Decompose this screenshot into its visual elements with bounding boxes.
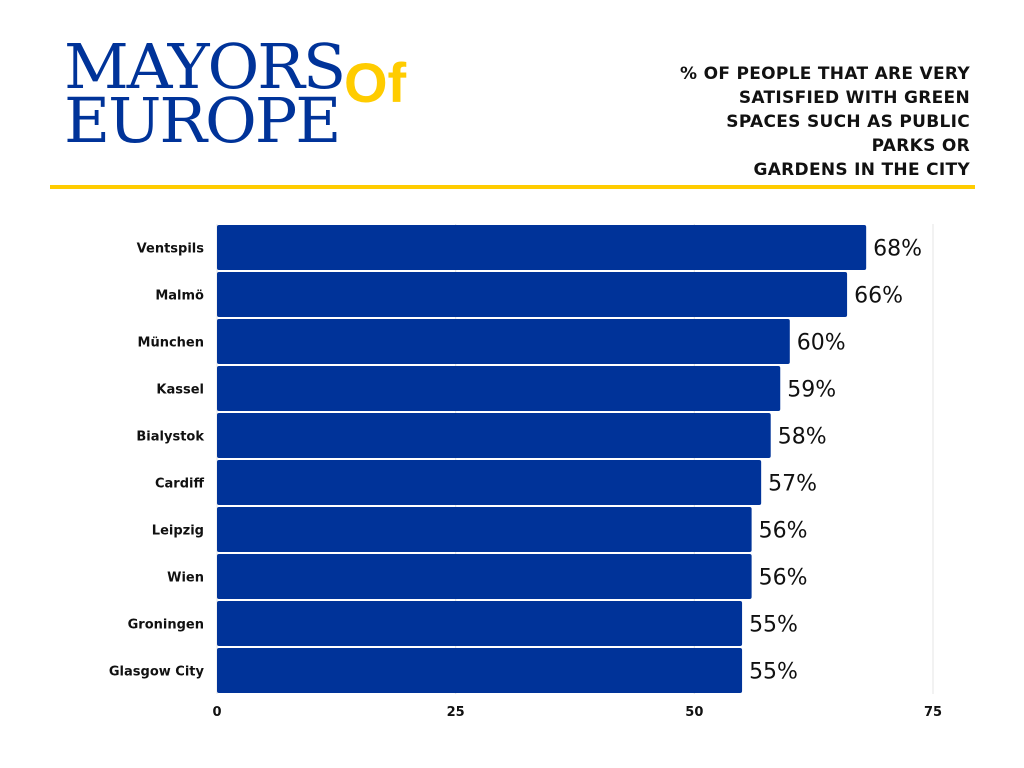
bar [217, 272, 848, 317]
category-label: Cardiff [155, 477, 204, 492]
bar [217, 460, 762, 505]
bar [217, 507, 752, 552]
value-label: 55% [749, 613, 798, 638]
category-label: Malmö [155, 289, 204, 304]
bar [217, 319, 790, 364]
title-line: SATISFIED WITH GREEN [738, 88, 970, 108]
category-label: Glasgow City [109, 665, 205, 680]
category-label: Ventspils [137, 242, 205, 257]
mayors-of-europe-logo: MAYORS EUROPE Of [64, 30, 444, 157]
title-line: GARDENS IN THE CITY [753, 160, 970, 180]
value-label: 56% [759, 566, 808, 591]
divider [50, 185, 975, 189]
title-line: SPACES SUCH AS PUBLIC [726, 112, 970, 132]
logo-of: Of [344, 51, 407, 114]
value-label: 66% [854, 284, 903, 309]
value-label: 56% [759, 519, 808, 544]
value-label: 60% [797, 331, 846, 356]
value-label: 59% [787, 378, 836, 403]
title-line: % OF PEOPLE THAT ARE VERY [680, 64, 970, 84]
value-label: 55% [749, 660, 798, 685]
x-tick-label: 25 [447, 705, 465, 720]
bar [217, 413, 771, 458]
bar [217, 648, 743, 693]
category-label: München [138, 336, 204, 351]
value-label: 58% [778, 425, 827, 450]
bar [217, 366, 781, 411]
x-tick-label: 0 [212, 705, 221, 720]
title-line: PARKS OR [871, 136, 970, 156]
bar [217, 601, 743, 646]
category-label: Kassel [156, 383, 204, 398]
bar [217, 554, 752, 599]
category-label: Groningen [128, 618, 204, 633]
value-label: 57% [768, 472, 817, 497]
logo-line-1: MAYORS [64, 30, 346, 103]
category-label: Bialystok [136, 430, 204, 445]
category-label: Wien [167, 571, 204, 586]
x-tick-label: 50 [685, 705, 703, 720]
bar [217, 225, 867, 270]
value-label: 68% [873, 237, 922, 262]
x-tick-label: 75 [924, 705, 942, 720]
category-label: Leipzig [152, 524, 204, 539]
chart-title: % OF PEOPLE THAT ARE VERY SATISFIED WITH… [680, 62, 970, 182]
logo-line-2: EUROPE [64, 84, 341, 157]
